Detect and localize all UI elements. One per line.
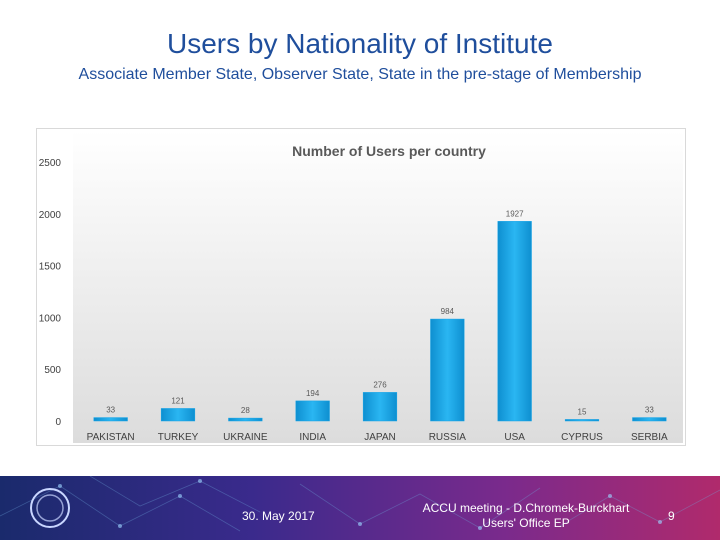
data-label: 1927 <box>506 209 524 218</box>
bar-japan <box>362 392 398 422</box>
footer-meeting-line1: ACCU meeting - D.Chromek-Burckhart <box>422 501 630 515</box>
slide-title: Users by Nationality of Institute <box>167 28 553 59</box>
x-tick-label: PAKISTAN <box>87 432 135 443</box>
footer-date: 30. May 2017 <box>242 509 315 523</box>
bar-serbia <box>632 417 667 422</box>
data-label: 121 <box>171 396 185 405</box>
data-label: 28 <box>241 406 250 415</box>
data-label: 33 <box>645 406 654 415</box>
cern-logo-icon <box>30 488 70 528</box>
y-tick-label: 500 <box>44 365 61 376</box>
y-tick-label: 2500 <box>39 158 62 169</box>
data-label: 33 <box>106 406 115 415</box>
data-label: 984 <box>441 307 455 316</box>
y-axis: 0 500 1000 1500 2000 2500 <box>39 158 62 428</box>
plot-background <box>73 131 683 443</box>
x-tick-label: TURKEY <box>158 432 199 443</box>
bar-usa <box>497 221 532 422</box>
bar-india <box>295 400 330 422</box>
x-tick-label: CYPRUS <box>561 432 603 443</box>
x-tick-label: SERBIA <box>631 432 668 443</box>
slide-subtitle: Associate Member State, Observer State, … <box>78 66 642 83</box>
data-label: 194 <box>306 389 320 398</box>
x-tick-label: UKRAINE <box>223 432 268 443</box>
x-axis: PAKISTAN TURKEY UKRAINE INDIA JAPAN RUSSIA USA… <box>87 432 668 443</box>
y-tick-label: 2000 <box>39 210 62 221</box>
data-label: 276 <box>373 380 387 389</box>
x-tick-label: INDIA <box>299 432 326 443</box>
footer-meeting-line2: Users' Office EP <box>482 516 570 530</box>
bar-turkey <box>160 408 196 422</box>
bars: 33 121 28 194 276 984 1927 15 33 <box>93 209 667 422</box>
chart-title: Number of Users per country <box>292 143 486 159</box>
footer-bar: 30. May 2017 ACCU meeting - D.Chromek-Bu… <box>0 476 720 540</box>
bar-cyprus <box>564 419 600 422</box>
chart-frame: Number of Users per country 0 500 1000 1500… <box>36 128 686 446</box>
y-tick-label: 1500 <box>39 262 62 273</box>
y-tick-label: 0 <box>55 417 61 428</box>
x-tick-label: JAPAN <box>364 432 396 443</box>
footer-meeting: ACCU meeting - D.Chromek-Burckhart Users… <box>410 501 642 531</box>
network-pattern <box>0 476 720 532</box>
bar-russia <box>430 318 465 422</box>
data-label: 15 <box>578 407 587 416</box>
x-tick-label: USA <box>504 432 525 443</box>
page-number: 9 <box>668 509 675 523</box>
bar-ukraine <box>228 417 263 422</box>
x-tick-label: RUSSIA <box>429 432 467 443</box>
bar-chart: Number of Users per country 0 500 1000 1500… <box>39 131 683 443</box>
bar-pakistan <box>93 417 128 422</box>
y-tick-label: 1000 <box>39 313 62 324</box>
